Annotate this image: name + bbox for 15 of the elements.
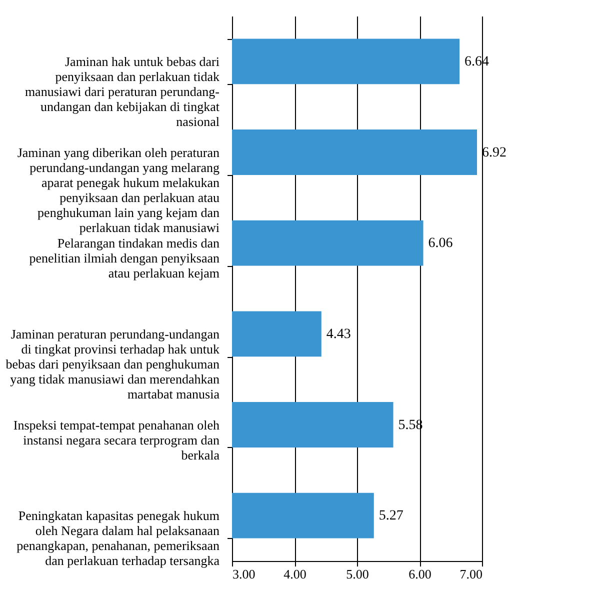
x-tick-label: 6.00	[408, 566, 432, 582]
y-tick-label: Jaminan yang diberikan oleh peraturan perundang-undangan yang melarang aparat penegak hukum melakukan penyiksaan dan perlakuan atau penghukuman lain yang kejam dan perlakuan tidak manusiawi	[17, 144, 220, 235]
y-tick-label: Pelarangan tindakan medis dan penelitian ilmiah dengan penyiksaan atau perlakuan kejam	[29, 236, 220, 281]
y-tick-label: Inspeksi tempat-tempat penahanan oleh instansi negara secara terprogram dan berkala	[13, 417, 220, 462]
data-label: 4.43	[326, 326, 351, 342]
data-label: 5.27	[378, 508, 404, 524]
y-tick-label: Jaminan peraturan perundang-undangan di tingkat provinsi terhadap hak untuk bebas dari penyiksaan dan penghukuman yang tidak manusiawi dan merendahkan martabat manusia	[6, 326, 220, 402]
x-tick-label: 3.00	[232, 566, 256, 582]
x-tick-label: 4.00	[284, 566, 306, 582]
data-label: 6.06	[428, 236, 453, 252]
y-tick-label: Peningkatan kapasitas penegak hukum oleh Negara dalam hal pelaksanaan penangkapan, penahanan, pemeriksaan dan perlakuan terhadap tersangka	[16, 508, 220, 568]
x-tick-label: 7.00	[460, 566, 482, 582]
data-label: 6.92	[482, 145, 506, 160]
x-tick-label: 5.00	[346, 566, 369, 582]
y-tick-label: Jaminan hak untuk bebas dari penyiksaan dan perlakuan tidak manusiawi dari peraturan perundang-undangan dan kebijakan di tingkat nasional	[24, 54, 220, 129]
